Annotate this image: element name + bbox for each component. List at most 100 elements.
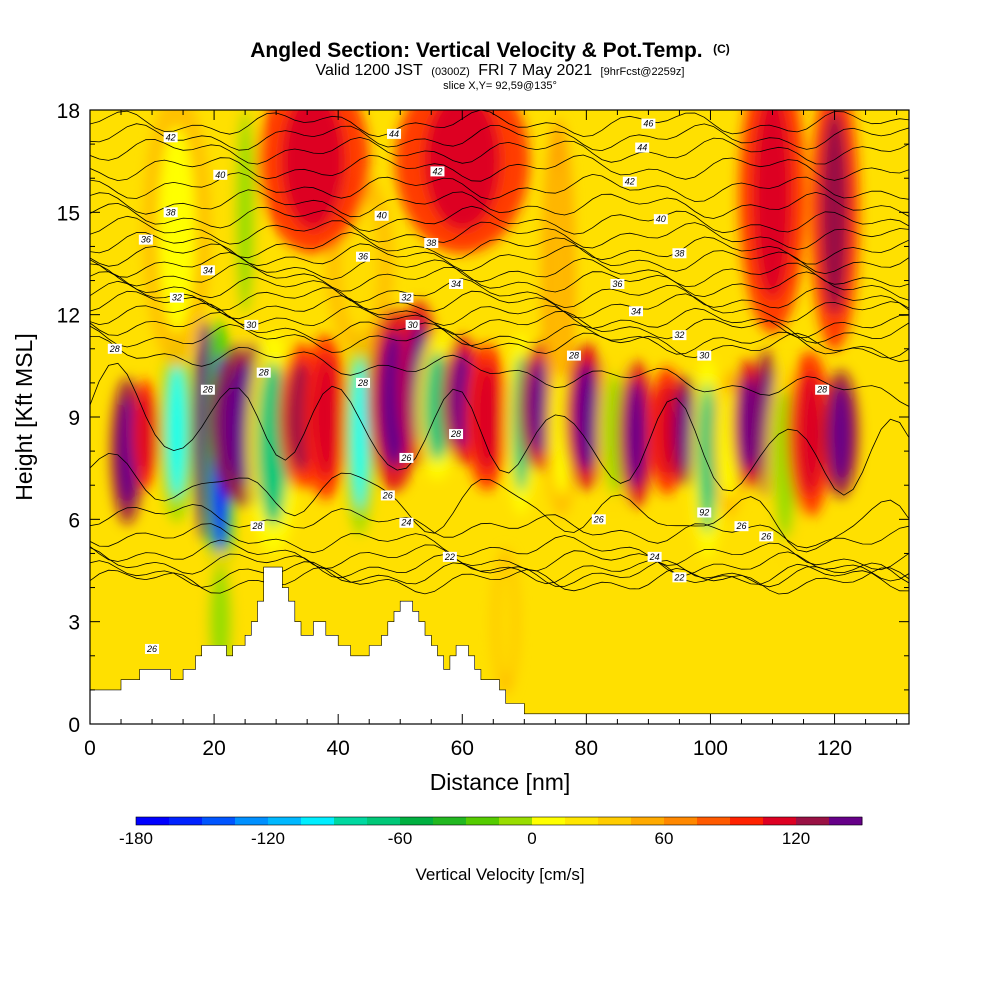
contour-label: 30 <box>246 320 256 330</box>
contour-label: 24 <box>649 552 660 562</box>
terrain <box>90 566 909 724</box>
colorbar-tick-label: -180 <box>119 829 153 848</box>
velocity-cell <box>657 382 677 479</box>
forecast-info: [9hrFcst@2259z] <box>601 66 685 78</box>
colorbar-bin <box>400 817 434 825</box>
contour-label: 26 <box>735 521 746 531</box>
contour-label-bg <box>387 128 402 139</box>
contour-label-bg <box>641 118 656 129</box>
contour-label-bg <box>629 306 643 317</box>
contour-label-bg <box>356 251 370 262</box>
contour-label-bg <box>759 531 774 542</box>
contour-label: 28 <box>109 344 120 354</box>
contour-label-bg <box>399 292 414 303</box>
contour-label: 42 <box>432 166 442 176</box>
velocity-cell <box>166 362 187 499</box>
contour-label-bg <box>697 350 712 361</box>
contour-label-bg <box>250 521 265 532</box>
contour-label: 28 <box>258 368 269 378</box>
x-tick-label: 100 <box>693 737 728 760</box>
y-axis-title: Height [Kft MSL] <box>11 333 37 500</box>
isentrope-line <box>90 136 909 165</box>
contour-label: 34 <box>451 279 461 289</box>
velocity-cell <box>425 110 500 230</box>
colorbar-bin <box>169 817 203 825</box>
valid-time-local: Valid 1200 JST <box>316 62 424 79</box>
isentrope-line <box>90 262 909 301</box>
colorbar-bin <box>301 817 335 825</box>
contour-label-bg <box>449 278 464 289</box>
x-axis-title: Distance [nm] <box>430 769 571 795</box>
contour-label-bg <box>647 551 662 562</box>
contour-label: 38 <box>166 207 176 217</box>
contour-label-bg <box>424 238 439 249</box>
contour-label: 28 <box>202 385 213 395</box>
contour-label-bg <box>672 330 687 341</box>
isentrope-line <box>90 323 909 363</box>
contour-label-bg <box>380 490 395 501</box>
contour-label: 22 <box>673 572 684 582</box>
velocity-cell <box>351 359 369 510</box>
contour-label: 28 <box>252 521 263 531</box>
contour-label-bg <box>169 292 184 303</box>
contour-label: 26 <box>760 531 771 541</box>
velocity-cell <box>830 386 851 482</box>
velocity-cell <box>138 393 154 475</box>
isentrope-line <box>90 504 909 549</box>
contour-label: 40 <box>215 170 225 180</box>
colorbar-bin <box>829 817 863 825</box>
y-tick-label: 18 <box>57 100 80 123</box>
contour-label: 36 <box>141 235 151 245</box>
colorbar-bin <box>499 817 533 825</box>
colorbar-bin <box>367 817 401 825</box>
isentrope-line <box>90 452 909 553</box>
isentrope-line <box>90 336 909 407</box>
contour-label: 30 <box>699 351 709 361</box>
velocity-cell <box>474 362 500 472</box>
colorbar-bin <box>664 817 698 825</box>
contour-label-bg <box>672 248 687 259</box>
contour-label: 28 <box>450 429 461 439</box>
isentrope-line <box>90 290 909 338</box>
contour-label: 28 <box>568 351 579 361</box>
isentrope-line <box>90 202 909 235</box>
contour-label-bg <box>635 142 650 153</box>
contour-label-bg <box>107 343 122 354</box>
velocity-cell <box>235 110 255 315</box>
colorbar-bin <box>466 817 500 825</box>
contour-label: 28 <box>816 385 827 395</box>
chart-subtitle-valid: Valid 1200 JST (0300Z) FRI 7 May 2021 [9… <box>316 62 685 79</box>
isentrope-line <box>90 523 909 571</box>
contour-label: 40 <box>656 214 666 224</box>
isentrope-line <box>90 110 909 138</box>
contour-label: 34 <box>631 306 641 316</box>
colorbar-bin <box>631 817 665 825</box>
contour-label-bg <box>213 169 228 180</box>
x-tick-label: 120 <box>817 737 852 760</box>
y-tick-label: 6 <box>68 509 80 532</box>
colorbar: -180 -120 -60 0 60 120 <box>119 816 863 848</box>
isentrope-line <box>90 560 909 588</box>
y-tick-label: 12 <box>57 305 80 328</box>
y-tick-label: 0 <box>68 714 80 737</box>
contour-label-bg <box>653 214 668 225</box>
contour-label-bg <box>163 132 178 143</box>
x-tick-label: 80 <box>575 737 598 760</box>
contour-label-bg <box>697 507 712 518</box>
contour-label: 28 <box>357 378 368 388</box>
contour-label: 26 <box>593 514 604 524</box>
colorbar-bin <box>697 817 731 825</box>
isentrope-line <box>90 154 909 182</box>
contour-label: 46 <box>643 119 653 129</box>
colorbar-tick-label: -60 <box>388 829 413 848</box>
y-tick-label: 9 <box>68 407 80 430</box>
isentrope-line <box>90 539 909 582</box>
isentrope-line <box>90 362 909 496</box>
contour-label-bg <box>356 377 370 388</box>
isentrope-line <box>90 215 909 250</box>
colorbar-bin <box>532 817 566 825</box>
velocity-cell <box>753 110 792 298</box>
contour-label-bg <box>145 643 160 654</box>
colorbar-bin <box>433 817 467 825</box>
